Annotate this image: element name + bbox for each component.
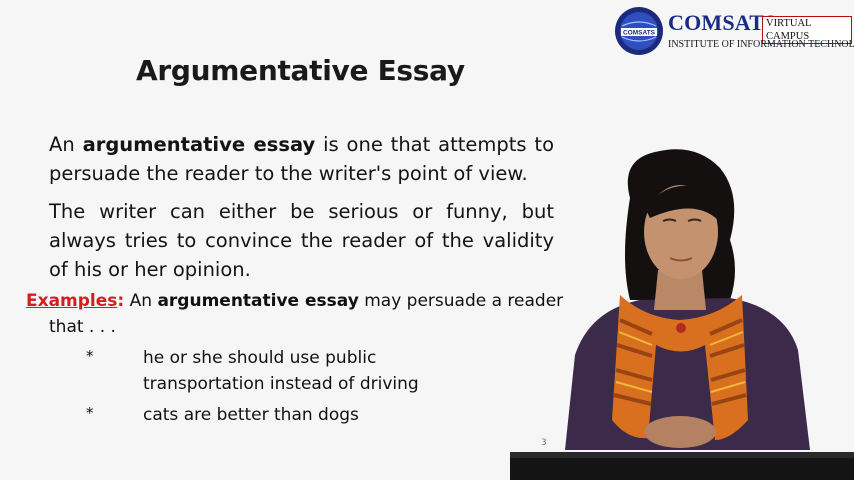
bullet-marker-1: *: [86, 347, 94, 365]
comsats-seal-icon: COMSATS: [615, 7, 663, 55]
comsats-logo: COMSATS COMSATS VIRTUAL CAMPUS INSTITUTE…: [612, 4, 854, 60]
examples-pre: An: [124, 291, 158, 311]
presenter-video: [510, 149, 854, 480]
presenter-hands: [644, 416, 716, 448]
examples-bold: argumentative essay: [157, 291, 359, 311]
slide-page-number: 3: [541, 438, 547, 448]
bullet-marker-2: *: [86, 404, 94, 422]
examples-continuation: that . . .: [49, 317, 116, 337]
svg-text:COMSATS: COMSATS: [623, 30, 656, 37]
bullet-text-1: he or she should use public transportati…: [143, 345, 443, 397]
bullet-1-line-1: he or she should use public: [143, 348, 377, 368]
definition-bold: argumentative essay: [82, 133, 316, 156]
bullet-2-line-1: cats are better than dogs: [143, 405, 359, 425]
examples-label: Examples: [26, 291, 118, 311]
writer-paragraph: The writer can either be serious or funn…: [49, 200, 554, 281]
definition-paragraph: An argumentative essay is one that attem…: [49, 130, 554, 188]
examples-line: Examples: An argumentative essay may per…: [26, 288, 563, 314]
bullet-1-line-2: transportation instead of driving: [143, 374, 419, 394]
logo-badge: VIRTUAL CAMPUS: [762, 16, 852, 44]
definition-post: is one that attempts to persuade the rea…: [49, 133, 555, 185]
definition-pre: An: [49, 133, 83, 156]
presenter-desk: [510, 456, 854, 480]
logo-name: COMSATS: [668, 10, 777, 35]
examples-post: may persuade a reader: [358, 291, 564, 311]
logo-subtitle: INSTITUTE OF INFORMATION TECHNOLOGY: [668, 39, 854, 50]
bullet-text-2: cats are better than dogs: [143, 402, 443, 428]
slide-title: Argumentative Essay: [136, 54, 465, 87]
examples-colon: :: [117, 291, 125, 311]
